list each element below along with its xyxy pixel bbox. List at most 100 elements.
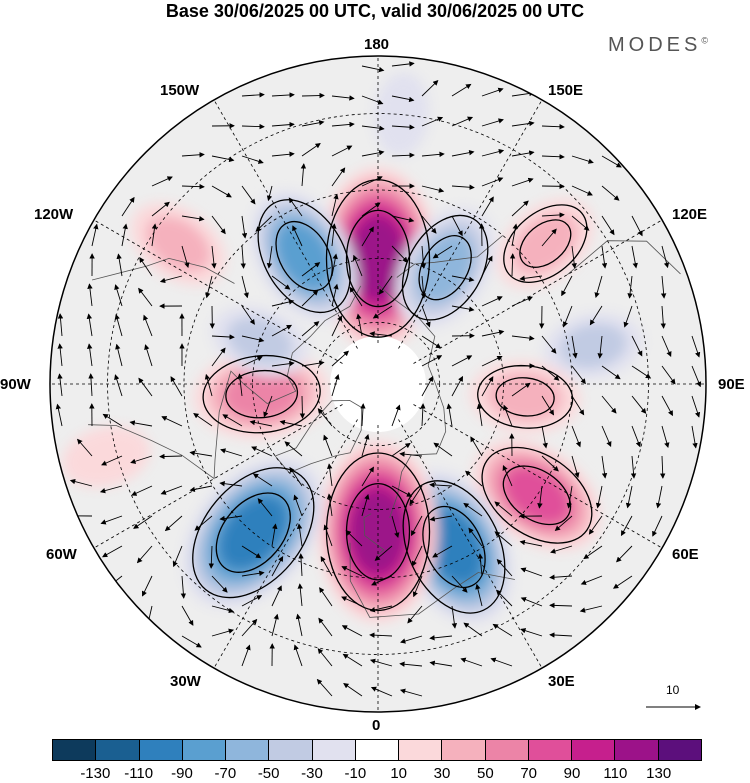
logo-mark: © bbox=[701, 35, 708, 46]
wind-arrow bbox=[331, 95, 355, 101]
wind-arrow bbox=[159, 453, 183, 460]
colorbar-tick-label: -70 bbox=[214, 765, 237, 782]
wind-arrow bbox=[631, 245, 638, 269]
wind-arrow bbox=[181, 245, 190, 269]
wind-arrow bbox=[114, 313, 123, 337]
wind-arrow bbox=[220, 448, 243, 457]
wind-arrow bbox=[115, 343, 123, 367]
wind-arrow bbox=[571, 155, 594, 164]
wind-arrow bbox=[331, 223, 337, 247]
wind-arrow bbox=[420, 403, 426, 427]
wind-arrow bbox=[143, 314, 153, 337]
wind-arrow bbox=[211, 185, 232, 198]
wind-arrow bbox=[301, 92, 325, 99]
wind-arrow bbox=[652, 515, 663, 537]
colorbar-segment bbox=[269, 740, 313, 760]
colorbar-segment bbox=[399, 740, 443, 760]
lon-label-150e: 150E bbox=[548, 82, 584, 99]
wind-arrow bbox=[301, 289, 319, 307]
wind-arrow bbox=[588, 515, 603, 535]
anomaly-contour-fill bbox=[146, 216, 211, 272]
wind-arrow bbox=[446, 403, 453, 427]
anomaly-contour-fill bbox=[425, 510, 483, 584]
wind-arrow bbox=[219, 515, 243, 522]
wind-arrow bbox=[476, 403, 483, 427]
wind-arrow bbox=[271, 360, 295, 367]
height-contour bbox=[257, 199, 351, 314]
wind-arrow bbox=[601, 395, 617, 414]
wind-arrow bbox=[121, 196, 135, 217]
wind-arrow bbox=[451, 355, 473, 367]
wind-arrow bbox=[151, 201, 170, 217]
wind-arrow bbox=[421, 116, 444, 127]
wind-arrow bbox=[331, 350, 350, 367]
wind-arrow bbox=[399, 688, 423, 697]
wind-arrow bbox=[241, 356, 263, 367]
height-contour bbox=[215, 492, 291, 573]
colorbar-tick-label: -130 bbox=[80, 765, 111, 782]
lon-label-180: 180 bbox=[364, 36, 390, 53]
wind-arrow bbox=[219, 481, 243, 487]
wind-arrow bbox=[369, 658, 393, 667]
wind-arrow bbox=[241, 618, 258, 637]
wind-arrow bbox=[369, 331, 393, 337]
height-contour bbox=[422, 505, 486, 589]
wind-arrow bbox=[631, 335, 643, 357]
wind-arrow bbox=[631, 365, 652, 379]
coastline bbox=[349, 542, 515, 618]
wind-arrow bbox=[141, 575, 153, 597]
colorbar-tick-label: -90 bbox=[171, 765, 193, 782]
wind-arrow bbox=[331, 374, 340, 397]
wind-arrow bbox=[571, 185, 593, 196]
colorbar-tick-label: 130 bbox=[646, 765, 672, 782]
wind-arrow bbox=[391, 404, 401, 427]
wind-arrow bbox=[189, 450, 213, 457]
wind-arrow bbox=[391, 124, 415, 130]
wind-arrow bbox=[116, 253, 123, 277]
wind-arrow bbox=[451, 375, 464, 397]
wind-arrow bbox=[541, 455, 559, 472]
colorbar-tick-label: 70 bbox=[520, 765, 537, 782]
wind-arrow bbox=[369, 605, 393, 613]
wind-arrow bbox=[391, 152, 415, 158]
wind-arrow bbox=[299, 395, 306, 419]
wind-arrow bbox=[271, 299, 295, 307]
wind-arrow bbox=[341, 566, 363, 577]
wind-arrow bbox=[630, 455, 637, 479]
anomaly-contour-fill bbox=[223, 368, 301, 420]
wind-arrow bbox=[601, 425, 612, 448]
wind-arrow bbox=[511, 120, 535, 127]
wind-arrow bbox=[566, 485, 573, 509]
wind-arrow bbox=[317, 648, 333, 667]
wind-arrow bbox=[481, 255, 493, 277]
wind-arrow bbox=[249, 419, 273, 427]
colorbar-tick-label: -30 bbox=[301, 765, 323, 782]
wind-arrow bbox=[661, 425, 670, 449]
wind-arrow bbox=[292, 225, 303, 247]
wind-arrow bbox=[470, 436, 483, 457]
wind-arrow bbox=[331, 193, 339, 217]
wind-arrow bbox=[271, 324, 293, 337]
wind-arrow bbox=[481, 118, 504, 127]
wind-arrow bbox=[400, 635, 423, 644]
wind-arrow bbox=[511, 150, 535, 157]
wind-arrow bbox=[316, 678, 333, 697]
wind-arrow bbox=[320, 556, 333, 577]
wind-arrow bbox=[391, 485, 413, 497]
wind-arrow bbox=[211, 334, 235, 340]
wind-arrow bbox=[331, 315, 342, 337]
wind-arrow bbox=[279, 419, 303, 427]
wind-arrow bbox=[411, 545, 423, 567]
colorbar-segment bbox=[226, 740, 270, 760]
wind-arrow bbox=[511, 200, 529, 217]
colorbar-segment bbox=[96, 740, 140, 760]
wind-arrow bbox=[421, 335, 442, 349]
wind-arrow bbox=[399, 451, 423, 457]
lon-label-120w: 120W bbox=[34, 206, 74, 223]
wind-arrow bbox=[241, 570, 265, 577]
wind-arrow bbox=[323, 524, 333, 547]
wind-arrow bbox=[69, 478, 93, 487]
logo-text: MODES bbox=[608, 34, 702, 56]
wind-arrow bbox=[360, 403, 366, 427]
lon-label-60e: 60E bbox=[672, 546, 699, 563]
